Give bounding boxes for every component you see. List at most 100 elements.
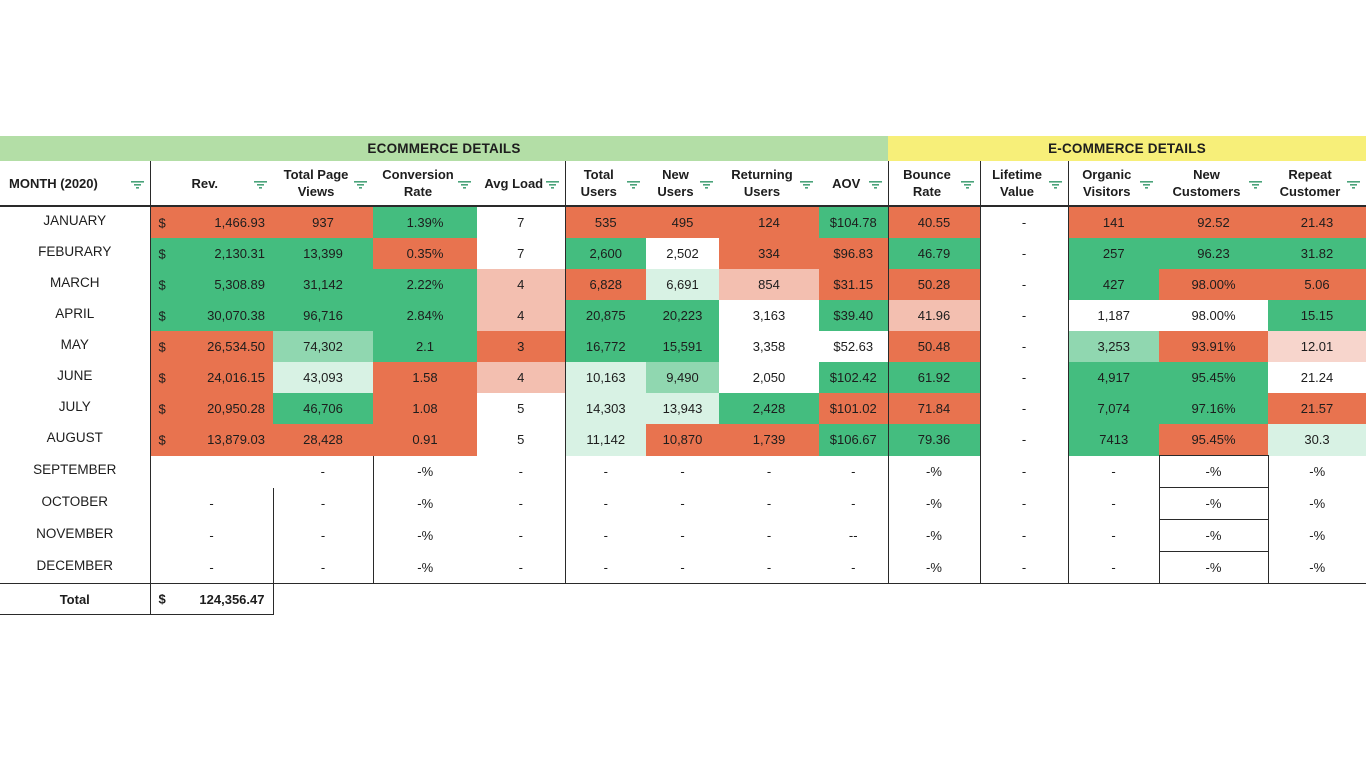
cell-conversion-rate[interactable]: 2.84% <box>373 300 477 331</box>
cell-lifetime-value[interactable]: - <box>980 424 1069 456</box>
filter-icon[interactable] <box>627 181 640 189</box>
cell-avg-load[interactable]: - <box>477 487 566 520</box>
cell-conversion-rate[interactable]: -% <box>373 456 477 488</box>
cell-aov[interactable]: $102.42 <box>819 362 889 393</box>
cell-month[interactable]: JUNE <box>0 362 151 393</box>
cell-total-users[interactable]: 535 <box>565 206 646 238</box>
cell-revenue[interactable]: $13,879.03 <box>150 424 273 456</box>
cell-organic-visitors[interactable]: - <box>1068 456 1159 488</box>
total-revenue[interactable]: $124,356.47 <box>150 583 274 615</box>
cell-aov[interactable]: $101.02 <box>819 393 889 424</box>
cell-repeat-customer[interactable]: 21.24 <box>1268 362 1366 393</box>
cell-total-page-views[interactable]: 46,706 <box>273 393 373 424</box>
cell-returning-users[interactable]: 3,358 <box>719 331 819 362</box>
cell-revenue[interactable]: $26,534.50 <box>150 331 273 362</box>
cell-total-users[interactable]: - <box>565 520 646 552</box>
cell-total-users[interactable]: - <box>565 456 646 488</box>
cell-total-page-views[interactable]: 96,716 <box>273 300 373 331</box>
cell-avg-load[interactable]: 4 <box>477 269 566 300</box>
cell-total-page-views[interactable]: - <box>273 487 374 520</box>
cell-new-users[interactable]: - <box>646 551 719 584</box>
cell-conversion-rate[interactable]: -% <box>373 488 477 520</box>
cell-returning-users[interactable]: - <box>719 520 819 552</box>
cell-new-customers[interactable]: -% <box>1158 519 1269 552</box>
cell-aov[interactable]: $96.83 <box>819 238 889 269</box>
cell-conversion-rate[interactable]: 1.39% <box>373 206 477 238</box>
cell-organic-visitors[interactable]: 4,917 <box>1068 362 1159 393</box>
cell-total-page-views[interactable]: 43,093 <box>273 362 373 393</box>
cell-aov[interactable]: - <box>819 551 889 584</box>
cell-lifetime-value[interactable]: - <box>980 362 1069 393</box>
cell-month[interactable]: NOVEMBER <box>0 519 151 552</box>
cell-lifetime-value[interactable]: - <box>980 487 1069 520</box>
cell-conversion-rate[interactable]: 1.58 <box>373 362 477 393</box>
cell-total-page-views[interactable]: 28,428 <box>273 424 373 456</box>
filter-icon[interactable] <box>1347 181 1360 189</box>
cell-lifetime-value[interactable]: - <box>980 269 1069 300</box>
filter-icon[interactable] <box>545 181 559 189</box>
cell-avg-load[interactable]: - <box>477 519 566 552</box>
filter-icon[interactable] <box>254 181 267 189</box>
cell-revenue[interactable]: - <box>150 487 274 520</box>
cell-repeat-customer[interactable]: 21.57 <box>1268 393 1366 424</box>
cell-aov[interactable]: $104.78 <box>819 206 889 238</box>
cell-month[interactable]: JULY <box>0 393 151 424</box>
cell-month[interactable]: MAY <box>0 331 151 362</box>
filter-icon[interactable] <box>354 181 367 189</box>
cell-avg-load[interactable]: - <box>477 551 566 584</box>
cell-month[interactable]: OCTOBER <box>0 487 151 520</box>
cell-new-users[interactable]: 15,591 <box>646 331 719 362</box>
cell-repeat-customer[interactable]: 12.01 <box>1268 331 1366 362</box>
cell-month[interactable]: FEBURARY <box>0 238 151 269</box>
cell-new-users[interactable]: - <box>646 520 719 552</box>
cell-total-users[interactable]: 6,828 <box>565 269 646 300</box>
cell-revenue[interactable]: $1,466.93 <box>150 206 273 238</box>
cell-conversion-rate[interactable]: -% <box>373 551 477 584</box>
filter-icon[interactable] <box>1249 181 1262 189</box>
cell-total-users[interactable]: - <box>565 551 646 584</box>
cell-revenue[interactable]: - <box>150 551 274 584</box>
cell-returning-users[interactable]: - <box>719 456 819 488</box>
cell-total-page-views[interactable]: - <box>273 519 374 552</box>
filter-icon[interactable] <box>700 181 713 189</box>
cell-organic-visitors[interactable]: 1,187 <box>1068 300 1159 331</box>
cell-aov[interactable]: $31.15 <box>819 269 889 300</box>
cell-conversion-rate[interactable]: 0.91 <box>373 424 477 456</box>
cell-new-users[interactable]: 495 <box>646 206 719 238</box>
cell-new-customers[interactable]: 97.16% <box>1159 393 1268 424</box>
cell-aov[interactable]: -- <box>819 519 889 552</box>
cell-new-users[interactable]: - <box>646 488 719 520</box>
cell-month[interactable]: APRIL <box>0 300 151 331</box>
cell-aov[interactable]: $106.67 <box>819 424 889 456</box>
cell-organic-visitors[interactable]: 7,074 <box>1068 393 1159 424</box>
filter-icon[interactable] <box>960 181 974 189</box>
cell-month[interactable]: MARCH <box>0 269 151 300</box>
cell-returning-users[interactable]: 1,739 <box>719 424 819 456</box>
cell-bounce-rate[interactable]: 50.48 <box>888 331 981 362</box>
cell-new-customers[interactable]: 98.00% <box>1159 300 1268 331</box>
filter-icon[interactable] <box>1140 181 1153 189</box>
cell-month[interactable]: DECEMBER <box>0 551 151 584</box>
cell-lifetime-value[interactable]: - <box>980 551 1069 584</box>
cell-lifetime-value[interactable]: - <box>980 331 1069 362</box>
cell-lifetime-value[interactable]: - <box>980 206 1069 238</box>
cell-bounce-rate[interactable]: -% <box>888 455 981 488</box>
cell-revenue[interactable]: - <box>150 519 274 552</box>
cell-bounce-rate[interactable]: -% <box>888 519 981 552</box>
cell-month[interactable]: JANUARY <box>0 206 151 238</box>
cell-organic-visitors[interactable]: 3,253 <box>1068 331 1159 362</box>
cell-aov[interactable]: $39.40 <box>819 300 889 331</box>
cell-repeat-customer[interactable]: 31.82 <box>1268 238 1366 269</box>
cell-returning-users[interactable]: - <box>719 488 819 520</box>
cell-total-page-views[interactable]: - <box>273 551 374 584</box>
cell-new-customers[interactable]: 95.45% <box>1159 362 1268 393</box>
cell-total-page-views[interactable]: 13,399 <box>273 238 373 269</box>
cell-repeat-customer[interactable]: 30.3 <box>1268 424 1366 456</box>
cell-organic-visitors[interactable]: 257 <box>1068 238 1159 269</box>
filter-icon[interactable] <box>130 181 144 189</box>
cell-conversion-rate[interactable]: 2.22% <box>373 269 477 300</box>
cell-bounce-rate[interactable]: 46.79 <box>888 238 981 269</box>
cell-organic-visitors[interactable]: 427 <box>1068 269 1159 300</box>
cell-avg-load[interactable]: 7 <box>477 206 566 238</box>
filter-icon[interactable] <box>868 181 882 189</box>
